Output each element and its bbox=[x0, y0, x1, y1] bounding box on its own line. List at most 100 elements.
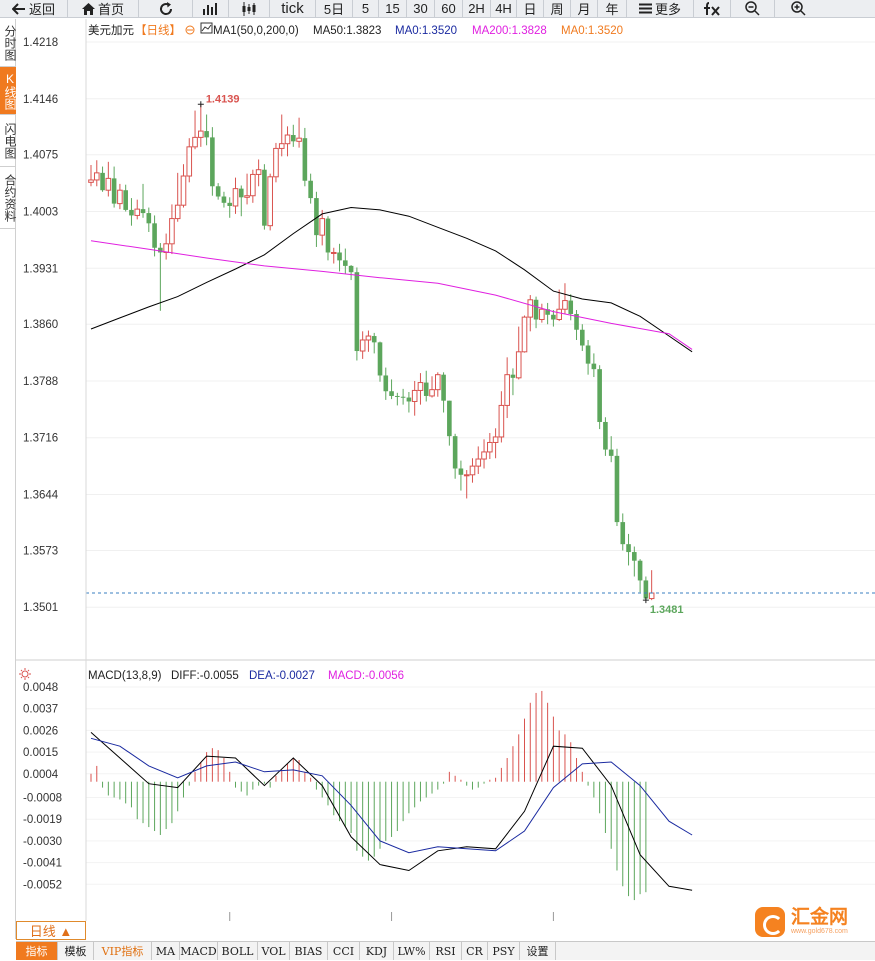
candle[interactable] bbox=[180, 164, 187, 208]
candle[interactable] bbox=[227, 197, 233, 218]
candle[interactable] bbox=[296, 117, 302, 148]
indicator-tab-7[interactable]: BIAS bbox=[290, 942, 328, 960]
tab-kline[interactable]: K线图 bbox=[0, 67, 17, 115]
candle[interactable] bbox=[487, 433, 493, 460]
indicator-tab-3[interactable]: MA bbox=[152, 942, 180, 960]
zoom-in-button[interactable] bbox=[775, 0, 821, 17]
candle[interactable] bbox=[458, 460, 464, 491]
candle[interactable] bbox=[238, 185, 244, 217]
candle[interactable] bbox=[463, 470, 470, 499]
candle[interactable] bbox=[626, 533, 631, 566]
candle[interactable] bbox=[395, 392, 400, 406]
candle-chart-button[interactable] bbox=[229, 0, 270, 17]
home-button[interactable]: 首页 bbox=[68, 0, 139, 17]
candle[interactable] bbox=[308, 173, 313, 204]
indicator-tab-11[interactable]: RSI bbox=[430, 942, 462, 960]
price-chart[interactable]: 1.4218 1.4146 1.4075 1.4003 1.3931 1.3860 1.37… bbox=[16, 19, 875, 921]
candle[interactable] bbox=[105, 161, 112, 197]
candle[interactable] bbox=[510, 368, 516, 396]
candle[interactable] bbox=[441, 372, 446, 413]
indicator-tab-0[interactable]: 指标 bbox=[16, 942, 58, 960]
candle[interactable] bbox=[111, 166, 117, 208]
candle[interactable] bbox=[568, 294, 574, 321]
candle[interactable] bbox=[521, 315, 528, 353]
indicator-tab-5[interactable]: BOLL bbox=[218, 942, 258, 960]
candle[interactable] bbox=[330, 247, 337, 264]
candle[interactable] bbox=[244, 173, 250, 205]
candle[interactable] bbox=[608, 436, 614, 463]
candle[interactable] bbox=[533, 296, 539, 329]
more-button[interactable]: 更多 bbox=[627, 0, 694, 17]
candle[interactable] bbox=[591, 353, 597, 378]
candle[interactable] bbox=[140, 183, 146, 218]
period-5d[interactable]: 5日 bbox=[316, 0, 353, 17]
macd-sun-icon[interactable] bbox=[19, 668, 31, 680]
candle[interactable] bbox=[643, 576, 649, 601]
period-4h[interactable]: 4H bbox=[491, 0, 517, 17]
candles[interactable] bbox=[88, 104, 655, 601]
candle[interactable] bbox=[389, 379, 394, 400]
candle[interactable] bbox=[371, 332, 377, 354]
candle[interactable] bbox=[186, 138, 193, 183]
indicator-tab-12[interactable]: CR bbox=[462, 942, 488, 960]
candle[interactable] bbox=[278, 114, 285, 157]
indicator-tab-1[interactable]: 模板 bbox=[58, 942, 94, 960]
candle[interactable] bbox=[337, 243, 342, 272]
candle[interactable] bbox=[123, 184, 128, 212]
candle[interactable] bbox=[574, 310, 579, 340]
candle[interactable] bbox=[204, 114, 209, 146]
candle[interactable] bbox=[343, 248, 348, 274]
candle[interactable] bbox=[429, 376, 435, 398]
period-60m[interactable]: 60 bbox=[435, 0, 463, 17]
period-2h[interactable]: 2H bbox=[463, 0, 491, 17]
tab-timeshare[interactable]: 分时图 bbox=[0, 19, 17, 67]
indicator-tab-8[interactable]: CCI bbox=[328, 942, 360, 960]
candle[interactable] bbox=[88, 164, 94, 187]
candle[interactable] bbox=[648, 570, 655, 601]
legend-period[interactable]: 【日线】 bbox=[135, 23, 181, 37]
candle[interactable] bbox=[348, 265, 354, 281]
candle[interactable] bbox=[545, 302, 550, 325]
candle[interactable] bbox=[515, 326, 522, 380]
indicator-tab-10[interactable]: LW% bbox=[394, 942, 430, 960]
candle[interactable] bbox=[551, 310, 556, 327]
candle[interactable] bbox=[284, 126, 291, 157]
candle[interactable] bbox=[614, 448, 620, 527]
candle[interactable] bbox=[481, 439, 487, 469]
candle[interactable] bbox=[232, 177, 239, 214]
candle[interactable] bbox=[359, 331, 366, 359]
candle[interactable] bbox=[580, 324, 585, 352]
candle[interactable] bbox=[423, 370, 429, 402]
candle[interactable] bbox=[198, 104, 204, 147]
indicator-tab-6[interactable]: VOL bbox=[258, 942, 290, 960]
candle[interactable] bbox=[221, 191, 227, 208]
tab-flash[interactable]: 闪电图 bbox=[0, 115, 17, 167]
candle[interactable] bbox=[475, 446, 482, 475]
candle[interactable] bbox=[134, 199, 141, 220]
candle[interactable] bbox=[632, 546, 637, 577]
candle[interactable] bbox=[435, 372, 441, 397]
candle[interactable] bbox=[93, 160, 100, 187]
period-day[interactable]: 日 bbox=[517, 0, 544, 17]
candle[interactable] bbox=[314, 191, 319, 247]
candle[interactable] bbox=[262, 164, 267, 230]
candle[interactable] bbox=[169, 204, 175, 255]
period-15m[interactable]: 15 bbox=[379, 0, 407, 17]
candle[interactable] bbox=[406, 392, 412, 413]
candle[interactable] bbox=[152, 215, 157, 257]
candle[interactable] bbox=[255, 159, 262, 187]
candle[interactable] bbox=[469, 458, 476, 483]
indicator-tab-14[interactable]: 设置 bbox=[520, 942, 556, 960]
indicator-tab-13[interactable]: PSY bbox=[488, 942, 520, 960]
candle[interactable] bbox=[319, 209, 325, 246]
candle[interactable] bbox=[377, 341, 383, 382]
candle[interactable] bbox=[492, 428, 499, 459]
candle[interactable] bbox=[100, 166, 105, 192]
indicator-tab-9[interactable]: KDJ bbox=[360, 942, 394, 960]
candle[interactable] bbox=[556, 289, 562, 322]
candle[interactable] bbox=[527, 295, 534, 332]
period-5m[interactable]: 5 bbox=[353, 0, 379, 17]
candle[interactable] bbox=[174, 172, 181, 222]
candle[interactable] bbox=[452, 433, 458, 479]
candle[interactable] bbox=[597, 365, 602, 430]
